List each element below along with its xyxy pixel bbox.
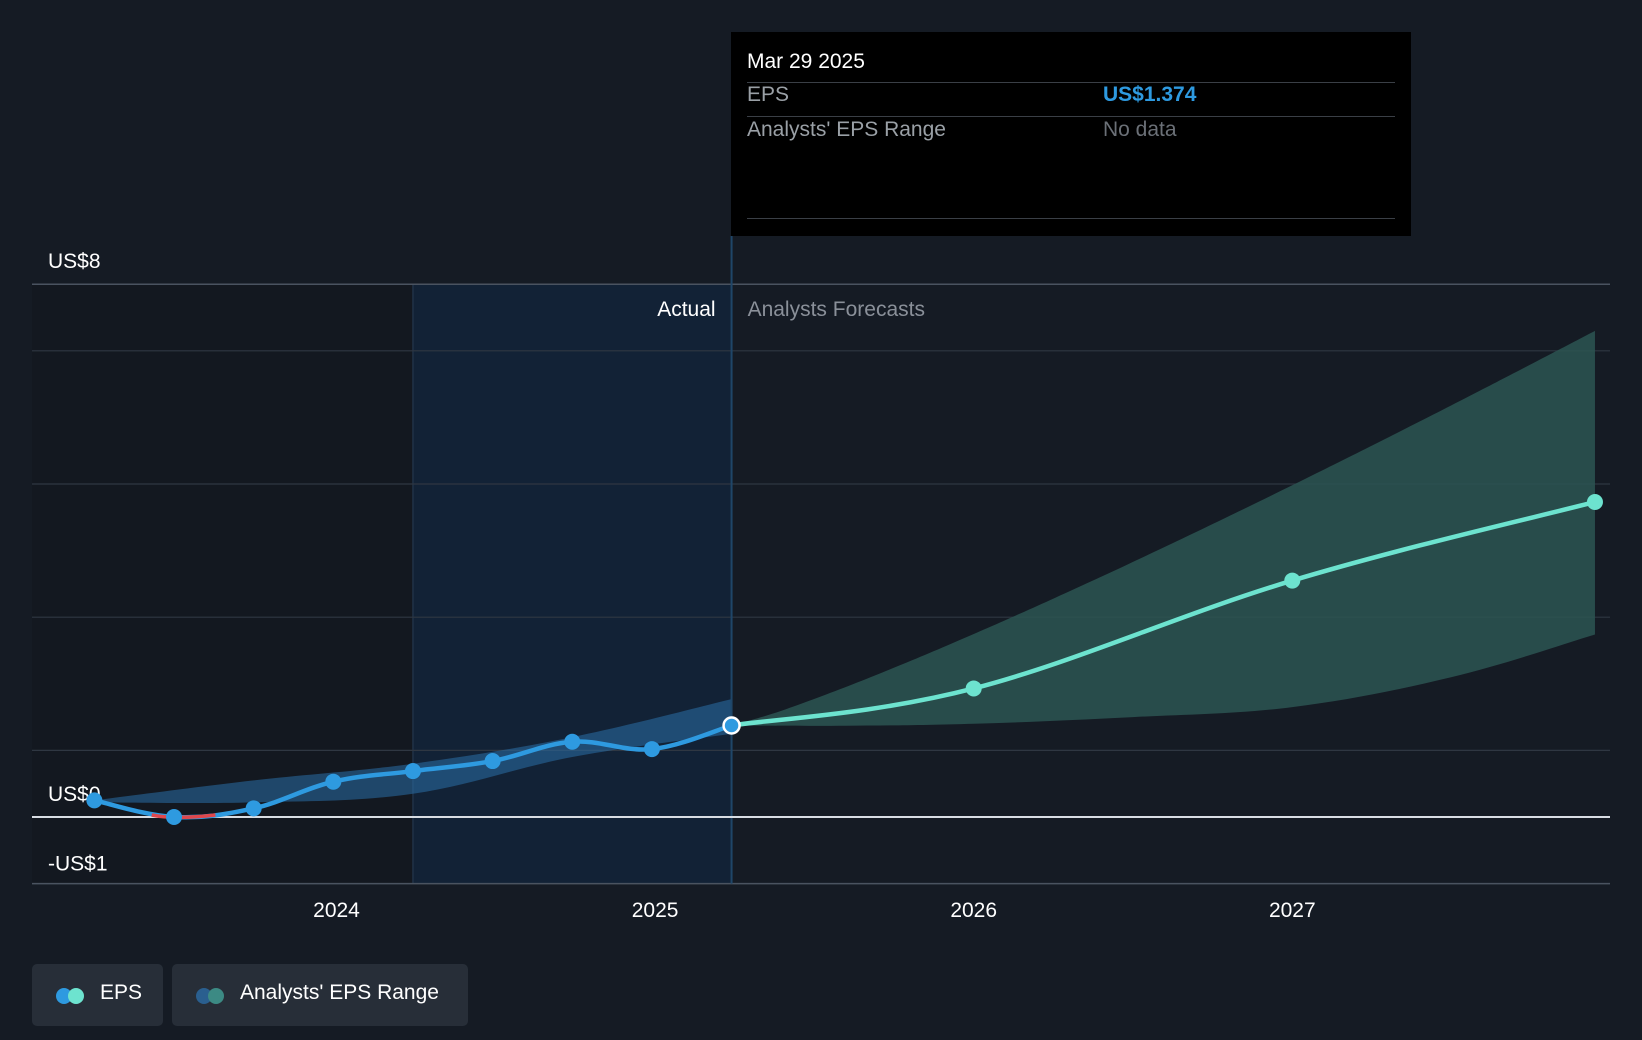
tooltip-divider [747,82,1395,83]
forecast-range-band [731,330,1595,726]
highlight-region [412,284,732,884]
eps-actual-point [643,741,660,758]
hovered-eps-point [722,716,741,735]
range-legend-icon [196,988,226,1004]
x-tick-label: 2024 [313,899,360,922]
eps-actual-point [564,733,581,750]
x-tick-label: 2026 [950,899,997,922]
legend-eps-label: EPS [100,981,143,1004]
tooltip-eps-label: EPS [747,83,790,106]
legend-eps[interactable]: EPS [32,964,163,1026]
y-tick-label: -US$1 [48,853,108,876]
eps-forecast-line [731,499,1596,728]
tooltip-eps-value: US$1.374 [1103,83,1197,106]
tooltip-range-value: No data [1103,118,1177,141]
eps-forecast-point [1586,493,1603,510]
eps-actual-point [484,753,501,770]
legend-analysts-range[interactable]: Analysts' EPS Range [172,964,468,1026]
eps-forecast-point [1284,572,1301,589]
tooltip-range-label: Analysts' EPS Range [747,118,946,141]
tooltip-date: Mar 29 2025 [747,50,865,73]
tooltip-divider [747,218,1395,219]
x-tick-label: 2025 [632,899,679,922]
forecast-label: Analysts Forecasts [748,298,925,321]
eps-actual-point [325,773,342,790]
eps-actual-point [245,800,262,817]
eps-actual-point [86,792,103,809]
eps-actual-point [404,763,421,780]
eps-actual-point [166,809,183,825]
tooltip: Mar 29 2025 EPS US$1.374 Analysts' EPS R… [731,32,1411,236]
y-tick-label: US$8 [48,250,101,273]
tooltip-divider [747,116,1395,117]
legend-range-label: Analysts' EPS Range [240,981,439,1004]
eps-legend-icon [56,988,86,1004]
eps-forecast-point [965,680,982,697]
x-tick-label: 2027 [1269,899,1316,922]
actual-label: Actual [657,298,715,321]
actual-range-band [94,699,732,804]
